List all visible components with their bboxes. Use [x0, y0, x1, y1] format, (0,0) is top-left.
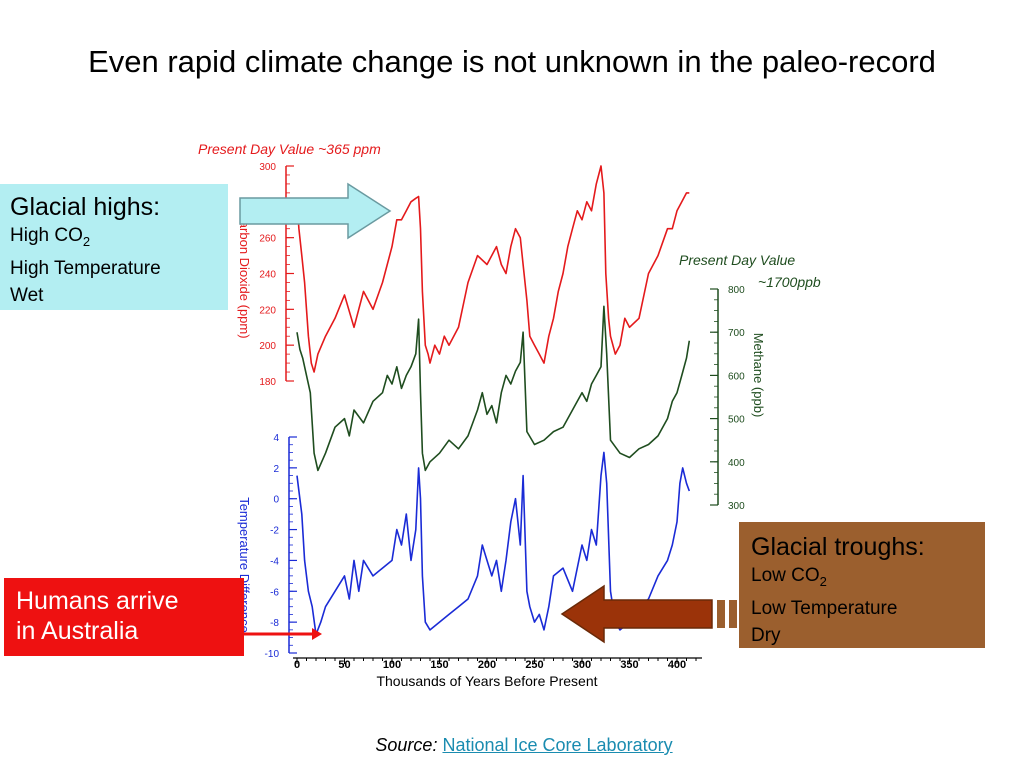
x-tick-label: 50	[338, 659, 350, 671]
glacial-troughs-co2: Low CO2	[751, 562, 973, 595]
methane-tick-label: 400	[728, 458, 745, 469]
temperature-tick-label: 4	[273, 433, 279, 444]
x-tick-label: 200	[478, 659, 496, 671]
co2-series-line	[296, 165, 690, 373]
glacial-troughs-co2-text: Low CO	[751, 565, 820, 586]
methane-present-annotation-value: ~1700ppb	[758, 274, 821, 290]
co2-tick-label: 300	[259, 162, 276, 173]
glacial-troughs-arrow-stub	[729, 600, 737, 628]
glacial-troughs-box: Glacial troughs: Low CO2 Low Temperature…	[739, 522, 985, 648]
temperature-tick-label: -8	[270, 618, 279, 629]
source-link[interactable]: National Ice Core Laboratory	[442, 735, 673, 755]
co2-axis-label: Carbon Dioxide (ppm)	[237, 211, 252, 338]
x-tick-label: 400	[668, 659, 686, 671]
humans-arrive-line2: in Australia	[16, 617, 139, 645]
glacial-troughs-temp: Low Temperature	[751, 597, 898, 619]
humans-arrive-arrow-head	[312, 628, 322, 640]
glacial-highs-box: Glacial highs: High CO2 High Temperature…	[0, 184, 228, 310]
glacial-troughs-dry: Dry	[751, 624, 781, 646]
x-tick-label: 250	[525, 659, 543, 671]
methane-present-annotation: Present Day Value	[679, 252, 795, 268]
methane-tick-label: 800	[728, 285, 745, 296]
temperature-tick-label: -6	[270, 587, 279, 598]
glacial-troughs-co2-sub: 2	[819, 573, 827, 589]
glacial-highs-co2-text: High CO	[10, 225, 83, 246]
x-tick-label: 300	[573, 659, 591, 671]
temperature-tick-label: -10	[265, 649, 280, 660]
glacial-highs-wet: Wet	[10, 284, 44, 306]
glacial-highs-heading: Glacial highs:	[10, 193, 161, 221]
glacial-highs-co2: High CO2	[10, 222, 218, 255]
co2-tick-label: 180	[259, 377, 276, 388]
temperature-tick-label: 2	[273, 464, 279, 475]
methane-axis-label: Methane (ppb)	[751, 333, 766, 418]
co2-tick-label: 200	[259, 341, 276, 352]
source-line: Source: National Ice Core Laboratory	[0, 735, 1024, 756]
temperature-tick-label: -2	[270, 526, 279, 537]
co2-tick-label: 220	[259, 305, 276, 316]
humans-arrive-box: Humans arrive in Australia	[4, 578, 244, 656]
x-tick-label: 150	[430, 659, 448, 671]
co2-present-annotation: Present Day Value ~365 ppm	[198, 141, 381, 157]
temperature-tick-label: -4	[270, 556, 279, 567]
humans-arrive-line1: Humans arrive	[16, 587, 179, 615]
methane-tick-label: 300	[728, 501, 745, 512]
methane-tick-label: 700	[728, 328, 745, 339]
source-label: Source:	[375, 735, 438, 755]
methane-tick-label: 600	[728, 371, 745, 382]
glacial-highs-co2-sub: 2	[82, 233, 91, 249]
x-tick-label: 350	[620, 659, 638, 671]
x-axis-label: Thousands of Years Before Present	[376, 673, 597, 689]
glacial-troughs-heading: Glacial troughs:	[751, 533, 925, 561]
x-tick-label: 0	[294, 659, 300, 671]
glacial-troughs-arrow	[560, 584, 713, 644]
glacial-highs-temp: High Temperature	[10, 257, 161, 279]
co2-tick-label: 240	[259, 270, 276, 281]
temperature-tick-label: 0	[273, 495, 279, 506]
co2-tick-label: 260	[259, 234, 276, 245]
methane-tick-label: 500	[728, 415, 745, 426]
methane-series-line	[296, 305, 691, 472]
glacial-highs-arrow	[239, 182, 392, 240]
glacial-troughs-arrow-stub	[717, 600, 725, 628]
slide-title: Even rapid climate change is not unknown…	[88, 44, 936, 79]
x-tick-label: 100	[383, 659, 401, 671]
